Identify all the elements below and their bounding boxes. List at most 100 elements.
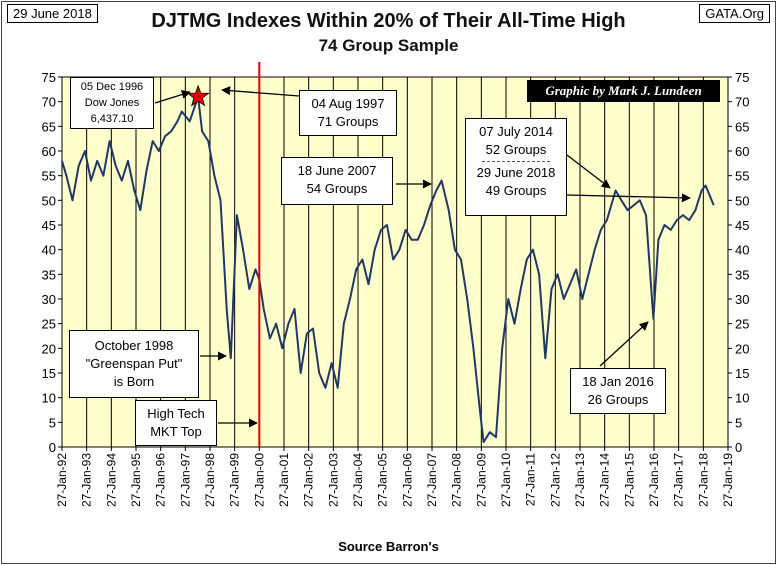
dow-jones-annotation: 05 Dec 1996 Dow Jones 6,437.10 — [70, 77, 154, 129]
y-tick-label-right: 60 — [735, 144, 749, 159]
oct1998-annotation: October 1998 "Greenspan Put" is Born — [69, 330, 199, 398]
y-tick-label-right: 70 — [735, 95, 749, 110]
aug1997-arrow — [221, 86, 300, 97]
hightech-line-1: High Tech — [147, 406, 205, 421]
x-tick-label: 27-Jan-95 — [129, 453, 143, 507]
x-tick-label: 27-Jan-10 — [499, 453, 513, 507]
y-tick-label-right: 65 — [735, 119, 749, 134]
jun2007-line-2: 54 Groups — [306, 181, 368, 196]
dow-line-3: 6,437.10 — [90, 113, 134, 125]
y-tick-label-right: 35 — [735, 267, 749, 282]
y-tick-label-left: 55 — [42, 169, 56, 184]
dow-arrow — [154, 90, 191, 104]
y-tick-label-left: 50 — [42, 193, 56, 208]
y-tick-label-right: 55 — [735, 169, 749, 184]
x-tick-label: 27-Jan-94 — [104, 453, 118, 507]
x-tick-label: 27-Jan-06 — [400, 453, 414, 507]
y-tick-label-left: 10 — [42, 391, 56, 406]
x-tick-label: 27-Jan-00 — [252, 453, 266, 507]
y-tick-label-right: 15 — [735, 366, 749, 381]
chart-subtitle: 74 Group Sample — [318, 36, 459, 55]
x-tick-label: 27-Jan-13 — [573, 453, 587, 507]
x-tick-label: 27-Jan-08 — [450, 453, 464, 507]
y-tick-label-left: 0 — [49, 440, 56, 455]
date-label: 29 June 2018 — [7, 4, 98, 23]
x-tick-label: 27-Jan-11 — [524, 453, 538, 506]
x-tick-label: 27-Jan-97 — [178, 453, 192, 507]
y-tick-label-left: 60 — [42, 144, 56, 159]
x-tick-label: 27-Jan-05 — [376, 453, 390, 507]
x-tick-label: 27-Jan-15 — [622, 453, 636, 507]
x-tick-label: 27-Jan-03 — [326, 453, 340, 507]
y-tick-label-right: 10 — [735, 391, 749, 406]
annotation-separator — [482, 161, 550, 162]
jan2016-line-2: 26 Groups — [587, 392, 649, 407]
x-tick-label: 27-Jan-02 — [302, 453, 316, 507]
y-tick-label-right: 25 — [735, 317, 749, 332]
jul2014-line-2: 52 Groups — [485, 142, 547, 157]
jan2016-line-1: 18 Jan 2016 — [582, 374, 654, 389]
x-tick-label: 27-Jan-14 — [598, 453, 612, 507]
jun2018-line-2: 49 Groups — [485, 183, 547, 198]
aug1997-line-2: 71 Groups — [317, 114, 379, 129]
x-tick-label: 27-Jan-18 — [696, 453, 710, 507]
y-tick-label-left: 45 — [42, 218, 56, 233]
hightech-line-2: MKT Top — [150, 424, 202, 439]
x-tick-label: 27-Jan-92 — [55, 453, 69, 507]
y-tick-label-left: 75 — [42, 70, 56, 85]
jul2014-line-1: 07 July 2014 — [479, 124, 553, 139]
graphic-credit: Graphic by Mark J. Lundeen — [527, 80, 720, 102]
oct1998-line-1: October 1998 — [94, 338, 174, 353]
x-tick-label: 27-Jan-93 — [80, 453, 94, 507]
jun2007-line-1: 18 June 2007 — [297, 163, 377, 178]
jun2018-arrow — [566, 193, 691, 203]
x-tick-label: 27-Jan-12 — [548, 453, 562, 507]
marker-layer — [154, 62, 691, 447]
y-tick-label-right: 0 — [735, 440, 742, 455]
x-tick-label: 27-Jan-07 — [425, 453, 439, 507]
aug1997-annotation: 04 Aug 1997 71 Groups — [299, 90, 397, 136]
y-tick-label-left: 25 — [42, 317, 56, 332]
x-tick-label: 27-Jan-01 — [277, 453, 291, 507]
x-tick-label: 27-Jan-96 — [154, 453, 168, 507]
series-layer — [61, 95, 715, 444]
site-label: GATA.Org — [699, 4, 770, 23]
x-tick-label: 27-Jan-16 — [647, 453, 661, 507]
chart-title: DJTMG Indexes Within 20% of Their All-Ti… — [151, 10, 626, 32]
y-tick-label-left: 20 — [42, 341, 56, 356]
jul2014-arrow — [566, 154, 611, 189]
y-tick-label-right: 30 — [735, 292, 749, 307]
y-tick-label-right: 20 — [735, 341, 749, 356]
source-label: Source Barron's — [338, 539, 439, 554]
y-tick-label-left: 65 — [42, 119, 56, 134]
x-tick-label: 27-Jan-98 — [203, 453, 217, 507]
series-line — [61, 95, 715, 444]
x-tick-label: 27-Jan-17 — [672, 453, 686, 507]
oct1998-line-2: "Greenspan Put" — [85, 356, 183, 371]
jan2016-annotation: 18 Jan 2016 26 Groups — [570, 368, 666, 414]
aug1997-line-1: 04 Aug 1997 — [311, 96, 385, 111]
dow-line-2: Dow Jones — [84, 97, 140, 109]
y-tick-label-left: 30 — [42, 292, 56, 307]
y-tick-label-left: 40 — [42, 243, 56, 258]
y-tick-label-right: 5 — [735, 415, 742, 430]
y-tick-label-left: 5 — [49, 415, 56, 430]
y-tick-label-left: 70 — [42, 95, 56, 110]
y-tick-label-left: 35 — [42, 267, 56, 282]
y-tick-label-right: 40 — [735, 243, 749, 258]
y-tick-label-right: 45 — [735, 218, 749, 233]
x-tick-label: 27-Jan-09 — [474, 453, 488, 507]
dow-line-1: 05 Dec 1996 — [80, 81, 144, 93]
jun2007-annotation: 18 June 2007 54 Groups — [281, 157, 393, 205]
jul2014-jun2018-annotation: 07 July 2014 52 Groups 29 June 2018 49 G… — [465, 118, 567, 216]
y-tick-label-right: 50 — [735, 193, 749, 208]
jan2016-arrow — [599, 321, 649, 367]
hightech-annotation: High Tech MKT Top — [135, 400, 217, 446]
y-tick-label-left: 15 — [42, 366, 56, 381]
x-tick-label: 27-Jan-19 — [721, 453, 735, 507]
axis-layer: 27-Jan-92 27-Jan-93 27-Jan-94 27-Jan-95 27-J… — [42, 70, 750, 507]
oct1998-line-3: is Born — [113, 374, 155, 389]
y-tick-label-right: 75 — [735, 70, 749, 85]
jun2018-line-1: 29 June 2018 — [476, 165, 556, 180]
x-tick-label: 27-Jan-99 — [228, 453, 242, 507]
